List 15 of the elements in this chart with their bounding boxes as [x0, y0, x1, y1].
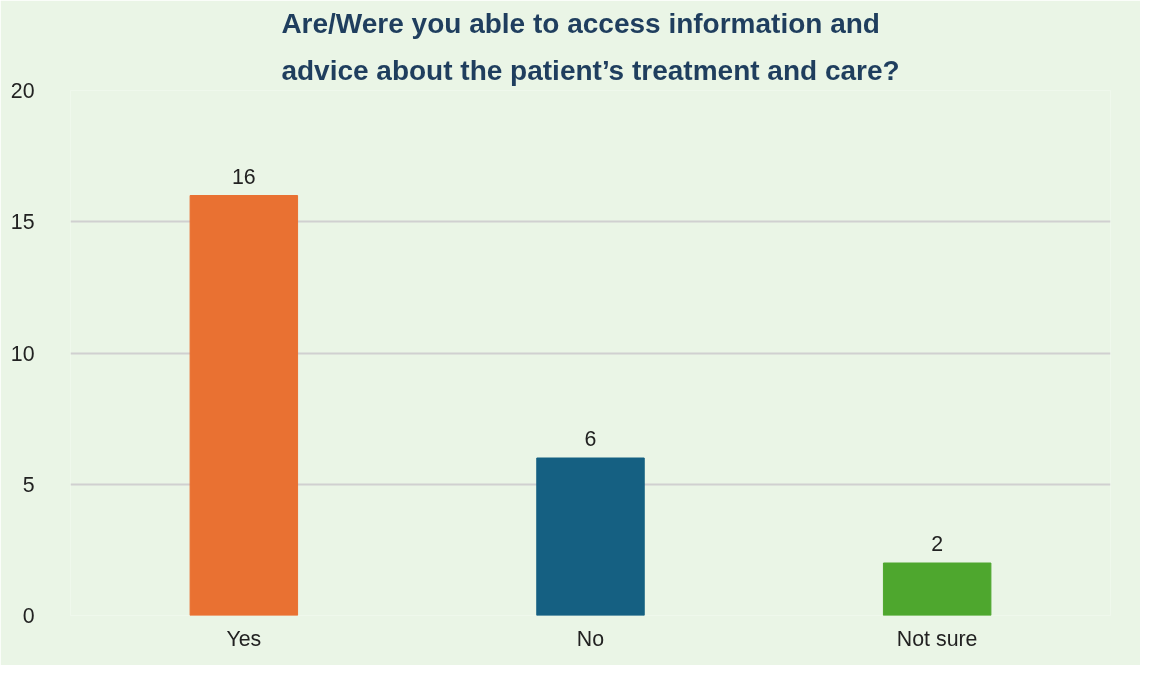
y-tick-label: 5 — [22, 472, 35, 497]
data-label: 2 — [931, 532, 944, 556]
data-label: 16 — [231, 164, 256, 189]
bar — [882, 562, 992, 616]
bar — [189, 195, 299, 616]
x-tick-label: Yes — [226, 626, 262, 651]
y-tick-label: 20 — [10, 79, 35, 103]
data-label: 6 — [584, 427, 597, 451]
y-tick-label: 15 — [10, 210, 35, 235]
x-tick-label: Not sure — [896, 626, 978, 651]
chart-title: Are/Were you able to access information and advice about the patient’s treatment and care? — [281, 8, 900, 86]
y-tick-label: 10 — [10, 341, 35, 366]
y-tick-label: 0 — [22, 604, 35, 628]
bar — [536, 457, 645, 616]
x-tick-label: No — [576, 626, 605, 651]
